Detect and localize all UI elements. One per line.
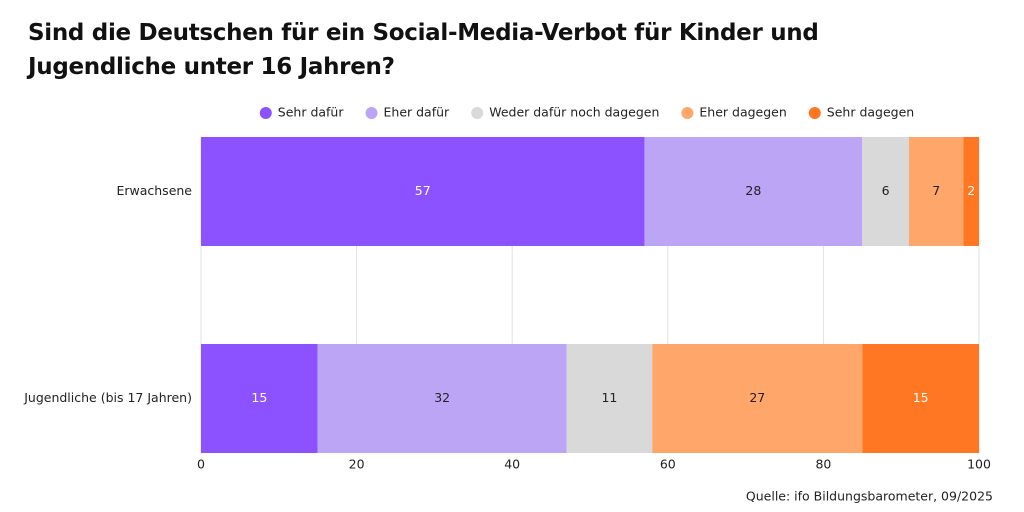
x-tick-label: 0 xyxy=(197,457,205,472)
data-label: 6 xyxy=(882,183,890,198)
legend-marker xyxy=(471,107,484,119)
bar-segment xyxy=(566,344,653,453)
data-label: 15 xyxy=(251,390,267,405)
data-label: 57 xyxy=(415,183,431,198)
legend-marker xyxy=(259,107,272,119)
bar-segment xyxy=(862,344,979,453)
data-label: 2 xyxy=(967,183,975,198)
legend-marker xyxy=(808,107,821,119)
legend-marker xyxy=(681,107,694,119)
bar-segment xyxy=(652,344,863,453)
bar-segment xyxy=(862,137,909,246)
legend-label: Eher dafür xyxy=(384,105,451,120)
legend-marker xyxy=(365,107,378,119)
data-label: 11 xyxy=(601,390,617,405)
source-note: Quelle: ifo Bildungsbarometer, 09/2025 xyxy=(746,489,993,504)
chart-title: Sind die Deutschen für ein Social-Media-… xyxy=(28,20,819,80)
data-label: 28 xyxy=(745,183,761,198)
x-tick-label: 20 xyxy=(349,457,365,472)
data-label: 32 xyxy=(434,390,450,405)
bar-segment xyxy=(963,137,979,246)
x-tick-label: 80 xyxy=(815,457,831,472)
x-tick-label: 60 xyxy=(660,457,676,472)
x-tick-label: 40 xyxy=(504,457,520,472)
data-label: 27 xyxy=(749,390,765,405)
bar-segment xyxy=(201,344,318,453)
bar-segment xyxy=(908,137,964,246)
bar-segment xyxy=(201,137,645,246)
data-label: 15 xyxy=(913,390,929,405)
x-tick-label: 100 xyxy=(967,457,991,472)
legend-label: Sehr dagegen xyxy=(827,105,914,120)
bar-segment xyxy=(644,137,863,246)
y-tick-label: Jugendliche (bis 17 Jahren) xyxy=(23,390,192,405)
y-tick-label: Erwachsene xyxy=(116,183,192,198)
legend-label: Weder dafür noch dagegen xyxy=(489,105,659,120)
bar-segment xyxy=(317,344,567,453)
legend-label: Eher dagegen xyxy=(699,105,786,120)
legend-label: Sehr dafür xyxy=(278,105,345,120)
data-label: 7 xyxy=(932,183,940,198)
